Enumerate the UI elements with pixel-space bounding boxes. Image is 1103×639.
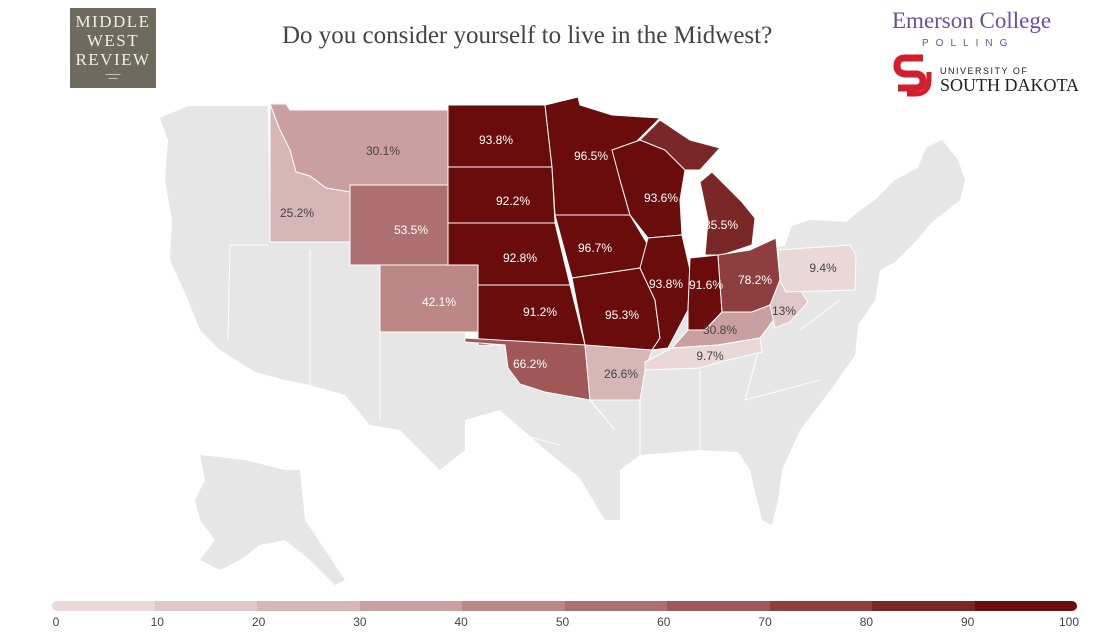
state-label-ky: 30.8% xyxy=(702,323,738,337)
legend-swatch-3 xyxy=(359,601,462,611)
mwr-logo-line-1: MIDDLE xyxy=(75,12,151,31)
state-label-ne: 92.8% xyxy=(502,251,538,265)
state-label-nd: 93.8% xyxy=(478,133,514,147)
legend-swatch-4 xyxy=(462,601,565,611)
state-label-oh: 78.2% xyxy=(737,273,773,287)
state-ar xyxy=(584,344,653,401)
state-label-ia: 96.7% xyxy=(577,241,613,255)
legend-swatch-9 xyxy=(974,601,1077,611)
state-label-mt: 30.1% xyxy=(365,144,401,158)
legend-swatch-1 xyxy=(154,601,257,611)
legend-tick-80: 80 xyxy=(859,615,874,629)
legend-swatch-2 xyxy=(257,601,360,611)
mwr-logo-line-3: REVIEW xyxy=(75,50,151,69)
map-title: Do you consider yourself to live in the … xyxy=(282,22,773,49)
state-label-id: 25.2% xyxy=(279,206,315,220)
emerson-college-logo: Emerson College xyxy=(892,8,1052,33)
mwr-logo-line-2: WEST xyxy=(86,31,140,50)
legend-swatch-6 xyxy=(667,601,770,611)
us-state-map xyxy=(160,96,965,585)
legend-tick-60: 60 xyxy=(657,615,671,629)
us-base-land xyxy=(160,106,965,585)
state-label-pa: 9.4% xyxy=(809,261,837,275)
legend-swatch-7 xyxy=(769,601,872,611)
state-label-il: 93.8% xyxy=(648,277,684,291)
state-label-ks: 91.2% xyxy=(522,305,558,319)
state-shapes xyxy=(269,96,857,401)
state-label-mi: 85.5% xyxy=(703,218,739,232)
state-id xyxy=(269,103,351,243)
legend-tick-0: 0 xyxy=(52,615,60,629)
usd-logo-text: UNIVERSITY OF SOUTH DAKOTA xyxy=(940,66,1079,96)
state-label-mo: 95.3% xyxy=(604,308,640,322)
state-pa xyxy=(777,244,857,293)
state-label-wy: 53.5% xyxy=(393,223,429,237)
legend-tick-40: 40 xyxy=(454,615,468,629)
emerson-polling-text: POLLING xyxy=(922,38,1015,49)
legend-tick-20: 20 xyxy=(251,615,266,629)
legend-swatch-8 xyxy=(872,601,975,611)
usd-logo-icon xyxy=(893,54,932,97)
middle-west-review-logo: MIDDLE WEST REVIEW ▬▬▬▬▬ ▬▬▬ xyxy=(70,8,156,88)
state-borders xyxy=(227,244,841,455)
state-label-mn: 96.5% xyxy=(573,149,609,163)
state-label-wv: 13% xyxy=(771,304,797,318)
state-label-tn: 9.7% xyxy=(696,349,724,363)
state-label-ar: 26.6% xyxy=(603,367,639,381)
state-label-in: 91.6% xyxy=(688,278,724,292)
color-scale-legend xyxy=(52,601,1077,611)
legend-swatch-0 xyxy=(52,601,155,611)
state-mi xyxy=(639,119,756,256)
legend-swatch-5 xyxy=(564,601,667,611)
legend-tick-70: 70 xyxy=(758,615,772,629)
legend-tick-90: 90 xyxy=(961,615,975,629)
state-tn xyxy=(644,337,763,371)
usd-line-2: SOUTH DAKOTA xyxy=(940,75,1080,95)
state-il xyxy=(639,234,691,351)
legend-tick-30: 30 xyxy=(353,615,367,629)
legend-tick-10: 10 xyxy=(150,615,164,629)
state-label-ok: 66.2% xyxy=(512,357,548,371)
state-label-wi: 93.6% xyxy=(643,191,679,205)
legend-tick-50: 50 xyxy=(555,615,570,629)
mwr-logo-fineprint: ▬▬▬▬▬ ▬▬▬ xyxy=(105,72,121,80)
legend-tick-100: 100 xyxy=(1058,615,1080,629)
state-label-sd: 92.2% xyxy=(495,194,531,208)
usd-line-1: UNIVERSITY OF xyxy=(940,66,1029,76)
state-label-co: 42.1% xyxy=(421,295,457,309)
